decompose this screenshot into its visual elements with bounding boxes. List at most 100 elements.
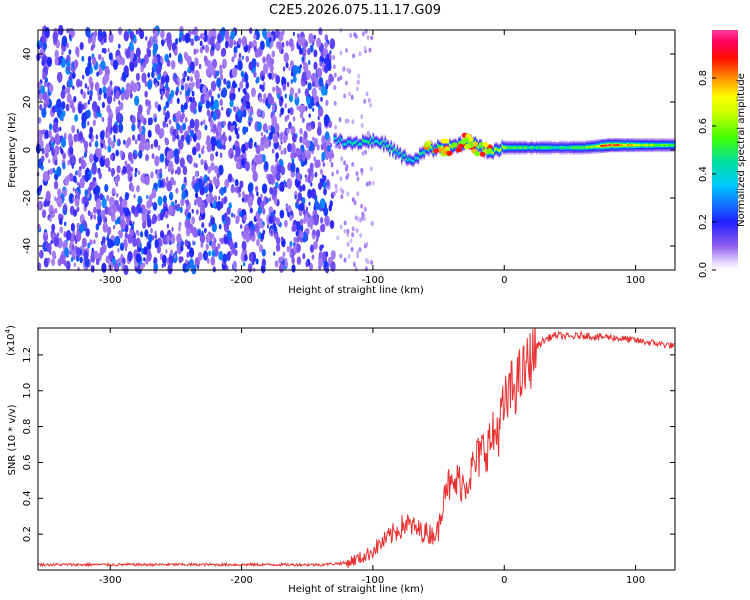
noise-blob (331, 171, 334, 177)
signal-cell (410, 159, 412, 161)
noise-blob (367, 97, 371, 103)
noise-blob (231, 67, 238, 78)
noise-blob (268, 215, 274, 224)
noise-blob (313, 156, 316, 162)
noise-blob (40, 130, 43, 136)
signal-blob (486, 148, 493, 154)
noise-blob (226, 251, 231, 261)
noise-blob (280, 256, 284, 262)
noise-blob (67, 133, 73, 143)
noise-blob (176, 122, 181, 131)
noise-blob (323, 114, 330, 125)
signal-cell (554, 146, 556, 149)
noise-blob (221, 197, 224, 203)
noise-blob (365, 91, 369, 97)
noise-blob (237, 37, 242, 46)
noise-blob (193, 48, 197, 55)
noise-blob (146, 249, 152, 258)
noise-blob (211, 249, 216, 257)
noise-blob (232, 144, 236, 151)
noise-blob (168, 160, 174, 172)
signal-cell (428, 148, 430, 151)
noise-blob (335, 188, 338, 194)
noise-blob (329, 40, 332, 45)
signal-cell (375, 140, 378, 142)
noise-blob (70, 233, 75, 242)
signal-cell (531, 146, 534, 149)
noise-blob (339, 224, 343, 230)
signal-cell (395, 153, 397, 156)
noise-blob (269, 187, 273, 195)
noise-blob (71, 163, 75, 169)
noise-blob (161, 263, 164, 268)
noise-blob (319, 61, 323, 67)
signal-cell (654, 144, 657, 147)
noise-blob (369, 102, 373, 108)
noise-blob (154, 56, 158, 64)
signal-cell (564, 146, 567, 149)
noise-blob (175, 130, 179, 137)
noise-blob (82, 161, 85, 166)
noise-blob (213, 236, 216, 242)
noise-blob (271, 148, 275, 154)
noise-blob (121, 86, 125, 94)
noise-blob (99, 113, 102, 118)
noise-blob (293, 152, 297, 159)
noise-blob (219, 186, 225, 196)
noise-blob (296, 236, 300, 243)
noise-blob (144, 142, 147, 147)
noise-blob (247, 182, 254, 194)
noise-blob (263, 63, 269, 74)
noise-blob (337, 76, 341, 82)
noise-blob (169, 249, 174, 256)
noise-blob (184, 32, 190, 44)
noise-blob (286, 81, 290, 87)
signal-cell (353, 142, 355, 144)
noise-blob (180, 84, 184, 91)
noise-blob (132, 237, 137, 247)
noise-blob (272, 104, 276, 112)
signal-cell (548, 146, 550, 149)
noise-blob (68, 49, 72, 55)
noise-blob (129, 176, 132, 181)
noise-blob (131, 123, 136, 132)
noise-blob (95, 257, 100, 266)
noise-blob (110, 207, 114, 214)
noise-blob (262, 123, 268, 133)
noise-blob (41, 107, 47, 118)
noise-blob (159, 212, 164, 221)
snr-y-scale: (x104) (4, 325, 17, 356)
spectrogram-y-axis: -40 -20 0 20 40 (22, 48, 675, 254)
noise-blob (189, 96, 193, 103)
noise-blob (343, 228, 347, 234)
signal-cell (612, 144, 615, 147)
noise-blob (97, 218, 102, 226)
noise-blob (281, 41, 285, 48)
noise-blob (62, 162, 66, 170)
noise-blob (261, 84, 265, 92)
noise-blob (148, 209, 151, 214)
noise-blob (282, 251, 286, 258)
noise-blob (275, 74, 281, 85)
noise-blob (59, 218, 63, 225)
noise-blob (283, 135, 287, 144)
noise-blob (275, 217, 281, 226)
noise-blob (328, 120, 333, 128)
noise-blob (119, 242, 125, 251)
noise-blob (350, 246, 354, 252)
noise-blob (165, 249, 168, 254)
noise-blob (98, 29, 102, 37)
noise-blob (119, 101, 124, 111)
noise-blob (248, 252, 254, 262)
signal-cell (546, 146, 549, 149)
noise-blob (326, 179, 330, 187)
noise-blob (310, 175, 314, 182)
noise-blob (247, 263, 253, 273)
signal-blob (451, 142, 458, 148)
noise-blob (208, 183, 214, 193)
noise-blob (151, 71, 155, 79)
noise-blob (187, 212, 192, 219)
noise-blob (268, 72, 272, 80)
noise-blob (211, 198, 215, 205)
noise-blob (54, 57, 59, 66)
